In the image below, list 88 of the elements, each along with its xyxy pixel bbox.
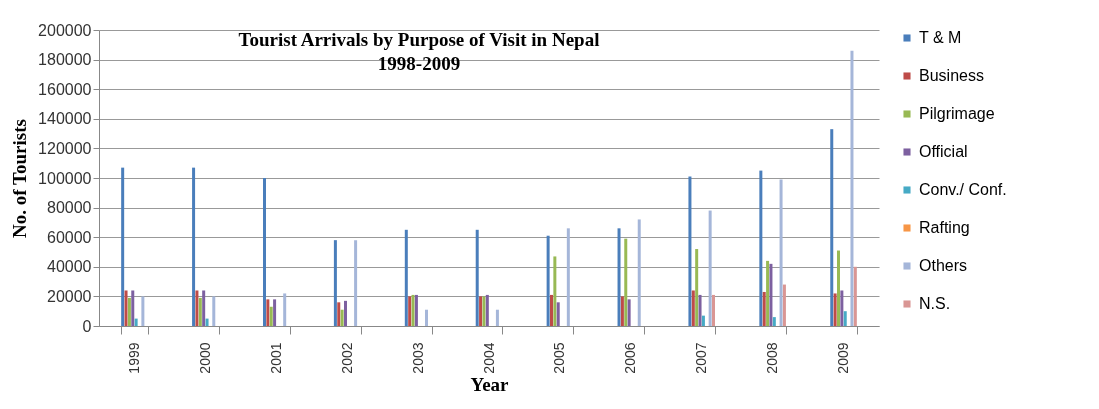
bar — [546, 235, 550, 326]
bar — [708, 210, 712, 326]
y-tick-label: 100000 — [38, 169, 92, 187]
legend-label: Conv./ Conf. — [919, 181, 1007, 198]
bar — [553, 256, 557, 326]
bar — [617, 228, 621, 326]
bar — [337, 302, 341, 326]
bar — [425, 309, 429, 326]
bar — [627, 299, 631, 326]
x-tick-label: 2001 — [267, 342, 284, 374]
bar — [833, 293, 837, 326]
bar — [134, 318, 138, 326]
bar — [830, 129, 834, 326]
bar — [624, 238, 628, 326]
y-tick-label: 20000 — [47, 287, 92, 305]
y-axis-title: No. of Tourists — [9, 119, 31, 238]
legend-label: Pilgrimage — [919, 105, 995, 122]
y-tick-label: 180000 — [38, 51, 92, 69]
legend-label: Rafting — [919, 219, 970, 236]
bar — [192, 167, 196, 326]
bar — [202, 290, 206, 326]
x-axis-title: Year — [470, 373, 510, 395]
bar — [782, 284, 786, 326]
bar — [695, 249, 699, 326]
x-tick-label: 2005 — [551, 342, 568, 374]
bar — [333, 240, 337, 326]
bar — [273, 299, 277, 326]
text: Tourist Arrivals by Purpose of Visit in Nepal 1998-2009 — [238, 29, 600, 74]
bar — [762, 291, 766, 326]
x-tick-label: 2000 — [196, 342, 213, 374]
y-tick-label: 40000 — [47, 258, 92, 276]
bar — [698, 294, 702, 326]
bar — [701, 315, 705, 326]
bar — [475, 229, 479, 326]
bar — [198, 297, 202, 326]
bar — [772, 317, 776, 326]
bar — [840, 290, 844, 326]
bar — [779, 179, 783, 326]
bar — [127, 297, 131, 326]
bar — [124, 290, 128, 326]
bar — [495, 309, 499, 326]
bar — [404, 229, 408, 326]
bar — [195, 290, 199, 326]
y-tick-label: 0 — [82, 317, 92, 335]
legend-label: Others — [919, 257, 968, 274]
bar — [688, 176, 692, 326]
y-tick-label: 80000 — [47, 199, 92, 217]
bar — [836, 250, 840, 326]
y-tick-label: 60000 — [47, 228, 92, 246]
bar — [205, 318, 209, 326]
bar — [759, 170, 763, 326]
bar — [549, 294, 553, 326]
bar — [262, 178, 266, 326]
y-tick-label: 140000 — [38, 110, 92, 128]
bar — [121, 167, 125, 326]
bar — [344, 300, 347, 326]
bar — [853, 266, 857, 326]
bar — [712, 294, 716, 326]
legend-label: T & M — [919, 29, 962, 46]
bar — [843, 311, 847, 326]
legend-label: N.S. — [919, 295, 951, 312]
bar — [141, 296, 145, 326]
bar — [269, 306, 273, 326]
x-tick-label: 2006 — [622, 342, 639, 374]
legend-label: Business — [919, 67, 984, 84]
bar — [354, 240, 358, 326]
x-tick-label: 2009 — [835, 342, 852, 374]
bar — [691, 290, 695, 326]
x-tick-label: 2002 — [338, 342, 355, 374]
y-tick-label: 160000 — [38, 80, 92, 98]
x-tick-label: 2007 — [693, 342, 710, 374]
x-tick-label: 2008 — [764, 342, 781, 374]
y-tick-label: 120000 — [38, 139, 92, 157]
legend-label: Official — [919, 143, 968, 160]
bar — [850, 50, 854, 326]
bar — [131, 290, 135, 326]
x-tick-label: 1999 — [125, 342, 142, 374]
y-tick-label: 200000 — [38, 21, 92, 39]
bar — [556, 302, 560, 326]
bar — [637, 219, 641, 326]
x-tick-label: 2004 — [480, 342, 497, 374]
x-tick-label: 2003 — [409, 342, 426, 374]
bar — [340, 309, 344, 326]
bar — [566, 228, 570, 326]
bar — [620, 296, 624, 326]
bar — [283, 293, 287, 326]
bar — [212, 296, 216, 326]
bar — [266, 299, 270, 326]
